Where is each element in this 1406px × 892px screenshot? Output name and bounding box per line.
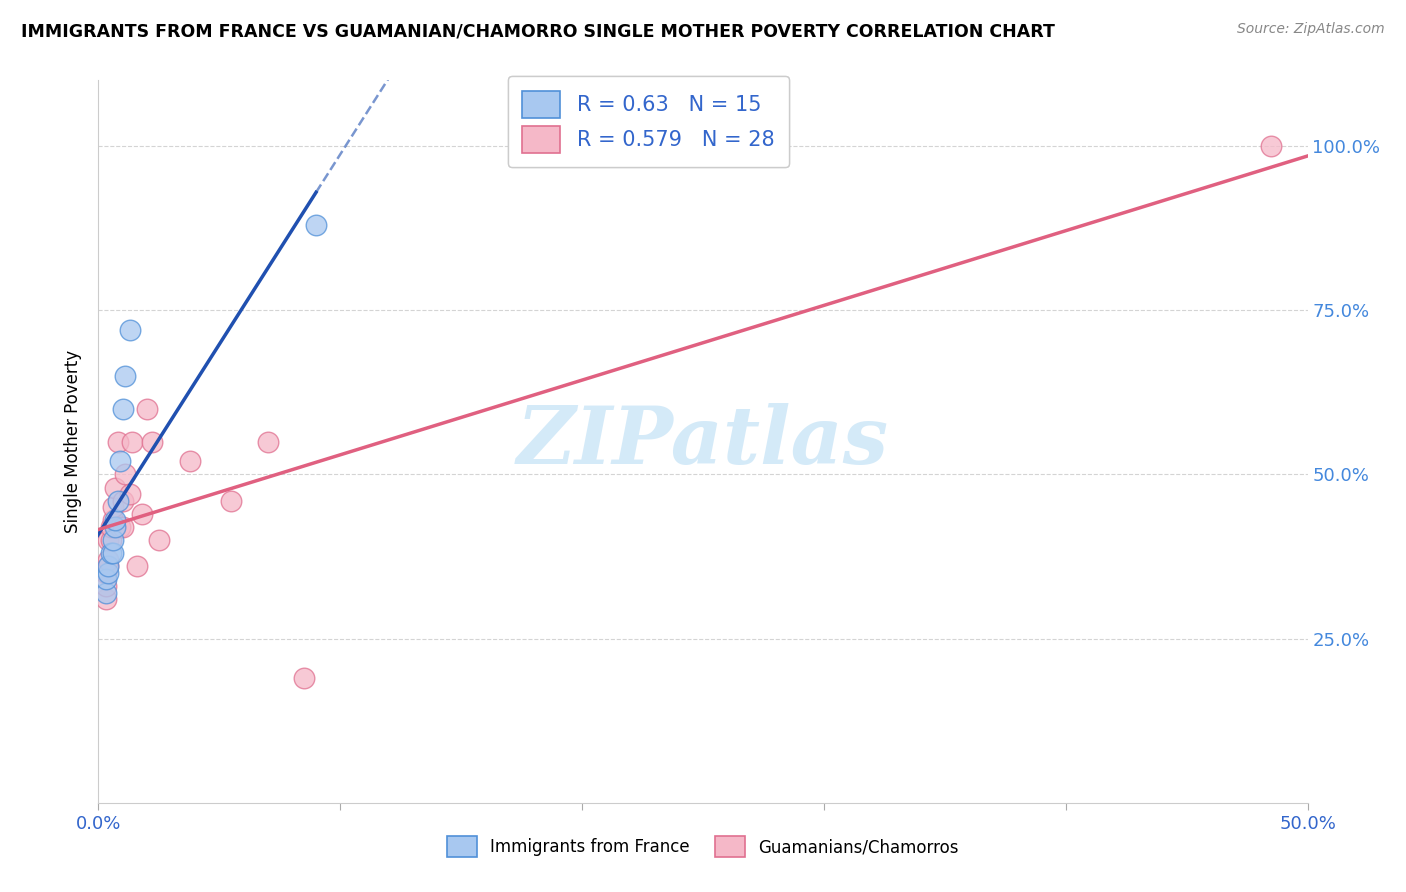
Point — [94, 573, 117, 587]
Point — [97, 559, 120, 574]
Point — [94, 579, 117, 593]
Point — [107, 434, 129, 449]
Point — [107, 493, 129, 508]
Legend: Immigrants from France, Guamanians/Chamorros: Immigrants from France, Guamanians/Chamo… — [439, 828, 967, 866]
Point — [94, 585, 117, 599]
Point — [101, 546, 124, 560]
Legend: R = 0.63   N = 15, R = 0.579   N = 28: R = 0.63 N = 15, R = 0.579 N = 28 — [508, 76, 789, 168]
Point — [114, 467, 136, 482]
Point — [100, 546, 122, 560]
Point — [111, 401, 134, 416]
Point — [127, 559, 149, 574]
Point — [111, 520, 134, 534]
Point — [108, 454, 131, 468]
Point — [94, 566, 117, 580]
Text: Source: ZipAtlas.com: Source: ZipAtlas.com — [1237, 22, 1385, 37]
Point — [97, 566, 120, 580]
Point — [101, 500, 124, 515]
Point — [97, 553, 120, 567]
Point — [118, 487, 141, 501]
Point — [100, 533, 122, 547]
Point — [121, 434, 143, 449]
Point — [111, 493, 134, 508]
Text: ZIPatlas: ZIPatlas — [517, 403, 889, 480]
Point — [100, 520, 122, 534]
Point — [256, 434, 278, 449]
Point — [101, 533, 124, 547]
Point — [221, 493, 243, 508]
Point — [135, 401, 157, 416]
Point — [97, 533, 120, 547]
Point — [118, 323, 141, 337]
Point — [101, 513, 124, 527]
Point — [141, 434, 163, 449]
Text: IMMIGRANTS FROM FRANCE VS GUAMANIAN/CHAMORRO SINGLE MOTHER POVERTY CORRELATION C: IMMIGRANTS FROM FRANCE VS GUAMANIAN/CHAM… — [21, 22, 1054, 40]
Point — [108, 520, 131, 534]
Point — [104, 520, 127, 534]
Point — [114, 368, 136, 383]
Y-axis label: Single Mother Poverty: Single Mother Poverty — [65, 350, 83, 533]
Point — [104, 481, 127, 495]
Point — [94, 592, 117, 607]
Point — [148, 533, 170, 547]
Point — [1260, 139, 1282, 153]
Point — [131, 507, 153, 521]
Point — [104, 513, 127, 527]
Point — [179, 454, 201, 468]
Point — [292, 671, 315, 685]
Point — [97, 559, 120, 574]
Point — [305, 218, 328, 232]
